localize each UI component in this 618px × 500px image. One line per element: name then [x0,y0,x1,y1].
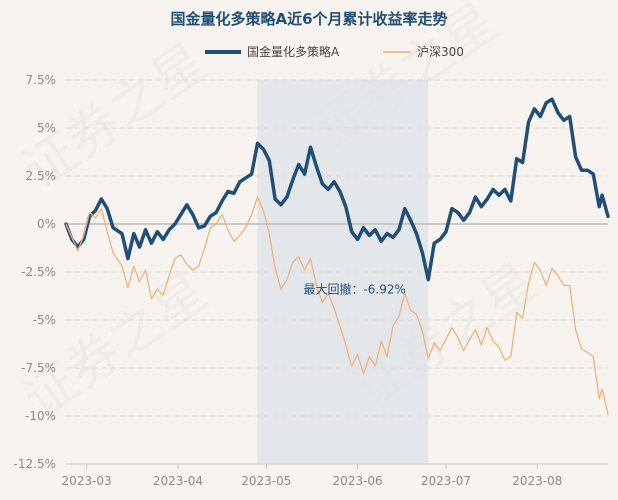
y-tick-label: -5% [33,313,56,327]
y-tick-label: -2.5% [21,265,56,279]
y-tick-label: 0% [37,217,56,231]
x-tick-label: 2023-06 [333,474,383,488]
y-tick-label: -10% [25,409,56,423]
x-tick-label: 2023-05 [241,474,291,488]
series-line-index [65,196,609,415]
y-tick-label: 5% [37,121,56,135]
y-tick-label: -7.5% [21,361,56,375]
y-tick-label: 7.5% [26,73,57,87]
legend-label-index: 沪深300 [417,45,464,59]
max-drawdown-label: 最大回撤：-6.92% [303,281,405,296]
y-tick-label: 2.5% [26,169,57,183]
chart-title: 国金量化多策略A近6个月累计收益率走势 [170,10,448,28]
x-tick-label: 2023-07 [421,474,471,488]
legend-label-fund: 国金量化多策略A [247,44,340,59]
y-tick-label: -12.5% [14,457,56,471]
series-line-fund [64,97,610,282]
x-tick-label: 2023-03 [62,474,112,488]
watermark-text-2: 证券之星 [13,262,218,430]
x-tick-label: 2023-08 [512,474,562,488]
x-tick-label: 2023-04 [153,474,203,488]
